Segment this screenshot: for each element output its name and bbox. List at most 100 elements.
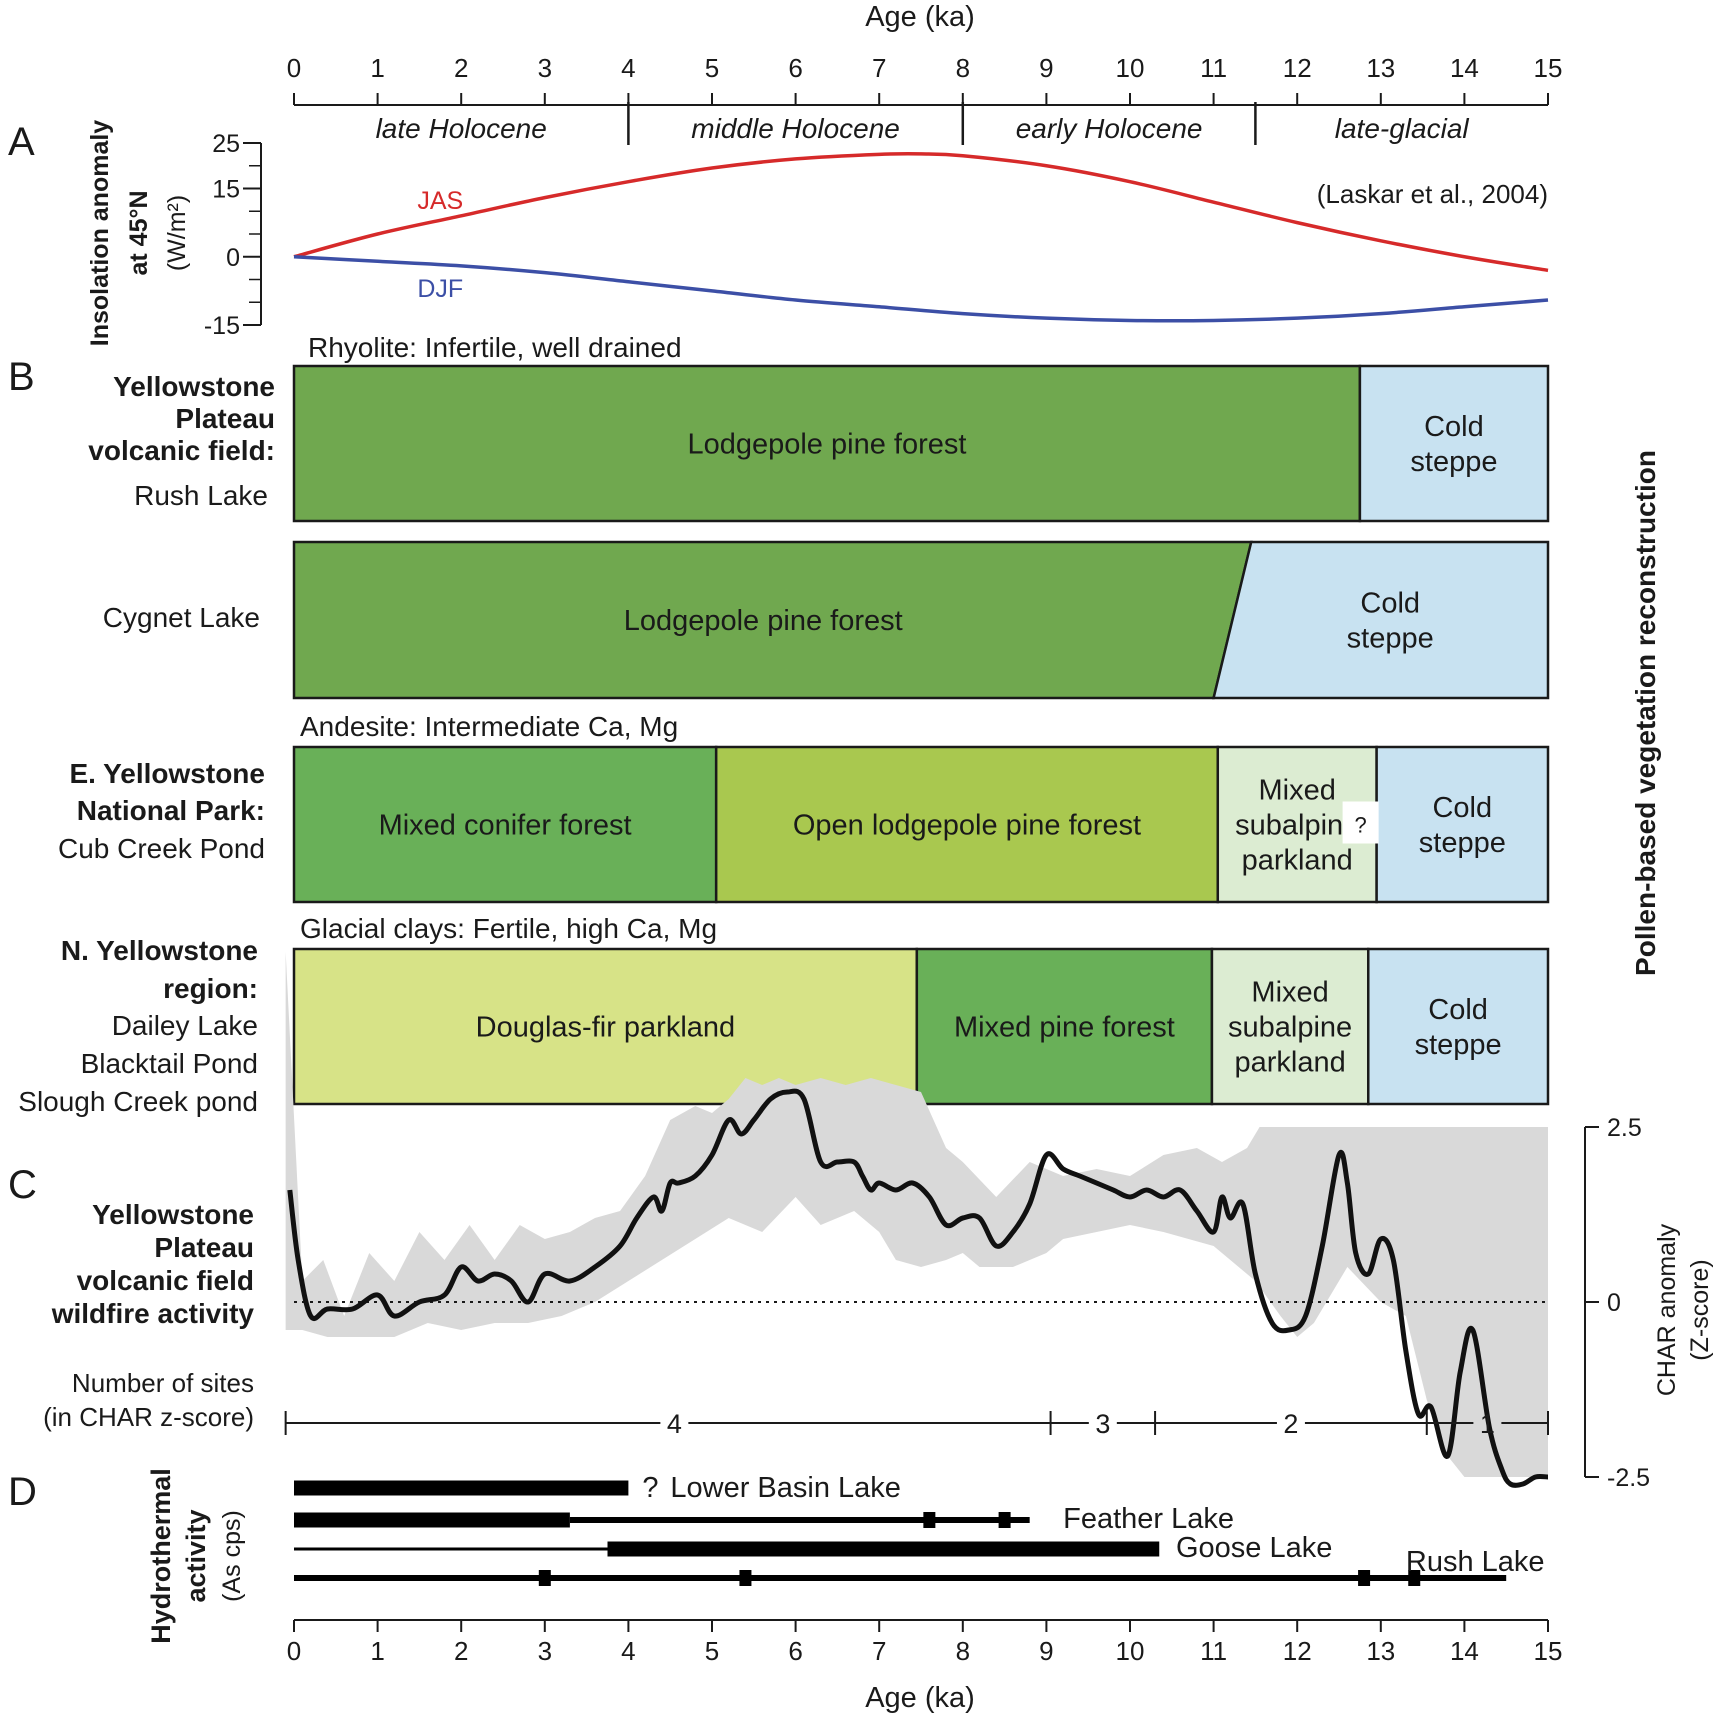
top-age-tick-label-7: 7 [872, 53, 886, 83]
bottom-age-axis-title: Age (ka) [865, 1682, 975, 1714]
vegetation-zone-label-2-3-1: steppe [1419, 827, 1506, 859]
site-count-label: Number of sites (in CHAR z-score) [43, 1368, 254, 1432]
bottom-age-tick-label-3: 3 [538, 1636, 552, 1666]
period-labels: late Holocene middle Holocene early Holoce… [376, 102, 1469, 145]
top-age-tick-label-3: 3 [538, 53, 552, 83]
top-age-tick-label-6: 6 [788, 53, 802, 83]
bottom-age-tick-label-6: 6 [788, 1636, 802, 1666]
vegetation-zone-label-2-0-0: Mixed conifer forest [379, 810, 632, 842]
period-label-2: early Holocene [1016, 113, 1203, 144]
insolation-ylabel-line1: Insolation anomaly [86, 120, 114, 347]
uncertainty-note-bg [1342, 801, 1379, 844]
hydrothermal-marker-1-0 [923, 1512, 936, 1528]
site-label-2-2: Slough Creek pond [18, 1086, 258, 1117]
insolation-series: JAS DJF [293, 151, 1549, 323]
bottom-age-tick-label-15: 15 [1534, 1636, 1563, 1666]
bottom-age-tick-label-11: 11 [1200, 1636, 1227, 1666]
site-label-0-0: Rush Lake [134, 480, 268, 511]
insolation-line-jas [293, 151, 1549, 273]
site-count-value-1: 3 [1095, 1409, 1110, 1439]
top-age-tick-label-8: 8 [956, 53, 970, 83]
site-label-2-1: Blacktail Pond [81, 1048, 258, 1079]
region-label-0-1: Plateau [175, 403, 275, 434]
top-age-axis-title: Age (ka) [865, 1, 975, 33]
vegetation-zone-label-3-2-1: subalpine [1228, 1012, 1352, 1044]
hydrothermal-marker-1-1 [998, 1512, 1011, 1528]
top-age-axis-ticks: 0 1 2 3 4 5 6 7 8 9 10 11 12 13 14 15 [287, 53, 1562, 105]
period-label-0: late Holocene [376, 113, 547, 144]
vegetation-zone-label-2-3-0: Cold [1432, 792, 1492, 824]
hydrothermal-lake-label-3: Rush Lake [1406, 1546, 1545, 1578]
vegetation-zone-label-0-1-0: Cold [1424, 411, 1484, 443]
vegetation-zone-2-3 [1375, 745, 1550, 904]
hydrothermal-lake-label-0: Lower Basin Lake [670, 1472, 901, 1504]
top-age-tick-label-1: 1 [370, 53, 384, 83]
wildfire-chart: 2.5 0 -2.5 [285, 952, 1650, 1492]
site-label-1-0: Cub Creek Pond [58, 833, 265, 864]
vegetation-zone-label-1-1-1: steppe [1347, 623, 1434, 655]
bottom-age-tick-label-10: 10 [1116, 1636, 1145, 1666]
vegetation-zone-label-1-1-0: Cold [1360, 588, 1420, 620]
panel-label-d: D [8, 1470, 37, 1514]
region-label-0-2: volcanic field: [88, 435, 275, 466]
vegetation-zone-label-3-0-0: Douglas-fir parkland [476, 1012, 736, 1044]
region-label-0-0: Yellowstone [113, 371, 275, 402]
bottom-age-tick-label-9: 9 [1039, 1636, 1053, 1666]
insolation-series-label-djf: DJF [417, 275, 463, 303]
top-age-tick-label-5: 5 [705, 53, 719, 83]
vegetation-panel: Rhyolite: Infertile, well drained Andesit… [18, 332, 1550, 1117]
vegetation-zone-label-3-3-1: steppe [1415, 1029, 1502, 1061]
vegetation-zone-3-3 [1367, 947, 1550, 1106]
region-label-2-0: N. Yellowstone [61, 935, 258, 966]
site-count-value-2: 2 [1283, 1409, 1298, 1439]
top-age-axis: Age (ka) 0 1 2 3 4 5 6 7 8 9 10 11 12 13 14 15 [287, 1, 1562, 106]
bottom-age-tick-label-4: 4 [621, 1636, 635, 1666]
bottom-age-axis: 0 1 2 3 4 5 6 7 8 9 10 11 12 13 14 15 Age (ka) [287, 1619, 1563, 1714]
wildfire-y-tick-label-1: 0 [1607, 1289, 1621, 1317]
bottom-age-tick-label-12: 12 [1283, 1636, 1312, 1666]
hydrothermal-marker-3-2 [1358, 1570, 1371, 1586]
top-age-tick-label-9: 9 [1039, 53, 1053, 83]
hydrothermal-question-0: ? [642, 1472, 658, 1504]
insolation-y-axis: 25 15 0 -15 [204, 130, 262, 340]
hydrothermal-ylabel-line2: activity [181, 1509, 211, 1602]
insolation-y-tick-label-1: 15 [212, 176, 240, 204]
period-label-1: middle Holocene [691, 113, 900, 144]
insolation-ylabel-units: (W/m²) [163, 195, 191, 271]
insolation-ylabel-line2: at 45°N [125, 190, 153, 275]
hydrothermal-ylabel: Hydrothermal activity (As cps) [146, 1468, 246, 1644]
panel-label-c: C [8, 1163, 37, 1207]
vegetation-zone-label-0-1-1: steppe [1410, 446, 1497, 478]
panel-label-b: B [8, 355, 35, 399]
hydrothermal-marker-3-1 [739, 1570, 752, 1586]
insolation-y-tick-label-0: 25 [212, 130, 240, 158]
top-age-tick-label-10: 10 [1116, 53, 1145, 83]
vegetation-zone-label-2-2-2: parkland [1242, 845, 1353, 877]
site-count-value-3: 1 [1480, 1409, 1495, 1439]
wildfire-ylabel-line1: CHAR anomaly [1653, 1223, 1681, 1396]
hydrothermal-lake-label-2: Goose Lake [1176, 1532, 1332, 1564]
vegetation-zone-1-1 [1212, 540, 1550, 700]
bottom-age-tick-label-2: 2 [454, 1636, 468, 1666]
site-count-label-line-0: Number of sites [72, 1368, 254, 1398]
wildfire-char-line [287, 1088, 1549, 1488]
wildfire-y-tick-label-0: 2.5 [1607, 1114, 1642, 1142]
top-age-tick-label-11: 11 [1200, 53, 1227, 83]
site-count-label-line-1: (in CHAR z-score) [43, 1402, 254, 1432]
vegetation-zone-label-3-3-0: Cold [1428, 994, 1488, 1026]
site-count-axis: 4 3 2 1 [284, 1409, 1549, 1439]
vegetation-zone-label-3-2-0: Mixed [1251, 977, 1328, 1009]
vegetation-zone-label-3-1-0: Mixed pine forest [954, 1012, 1175, 1044]
hydrothermal-ylabel-line3: (As cps) [218, 1510, 246, 1602]
bottom-age-tick-label-14: 14 [1450, 1636, 1479, 1666]
top-age-tick-label-14: 14 [1450, 53, 1479, 83]
vegetation-zone-label-2-2-0: Mixed [1259, 775, 1336, 807]
hydrothermal-ylabel-line1: Hydrothermal [146, 1468, 176, 1644]
top-age-tick-label-4: 4 [621, 53, 635, 83]
top-age-tick-label-13: 13 [1366, 53, 1395, 83]
bottom-age-tick-label-13: 13 [1366, 1636, 1395, 1666]
panel-label-a: A [8, 120, 35, 164]
region-label-2-1: region: [163, 973, 258, 1004]
